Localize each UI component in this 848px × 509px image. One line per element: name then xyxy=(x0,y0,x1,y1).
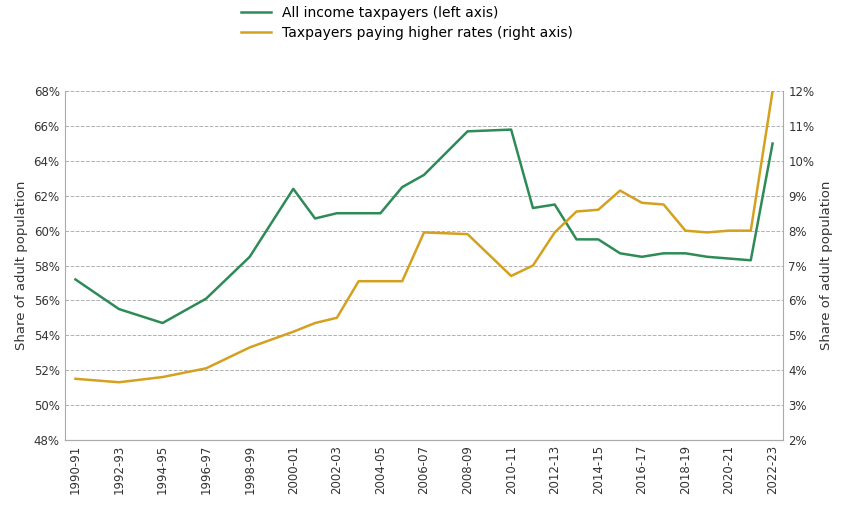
Taxpayers paying higher rates (right axis) xyxy=(158,374,168,380)
Taxpayers paying higher rates (right axis) xyxy=(70,376,81,382)
All income taxpayers (left axis) xyxy=(767,140,778,147)
All income taxpayers (left axis) xyxy=(397,184,407,190)
Taxpayers paying higher rates (right axis) xyxy=(288,329,298,335)
All income taxpayers (left axis) xyxy=(745,257,756,263)
All income taxpayers (left axis) xyxy=(680,250,690,257)
All income taxpayers (left axis) xyxy=(550,202,560,208)
All income taxpayers (left axis) xyxy=(376,210,386,216)
All income taxpayers (left axis) xyxy=(462,128,472,134)
Legend: All income taxpayers (left axis), Taxpayers paying higher rates (right axis): All income taxpayers (left axis), Taxpay… xyxy=(237,2,577,44)
All income taxpayers (left axis) xyxy=(288,186,298,192)
Taxpayers paying higher rates (right axis) xyxy=(767,88,778,94)
All income taxpayers (left axis) xyxy=(702,254,712,260)
All income taxpayers (left axis) xyxy=(244,254,254,260)
Taxpayers paying higher rates (right axis) xyxy=(462,231,472,237)
All income taxpayers (left axis) xyxy=(310,215,321,221)
Taxpayers paying higher rates (right axis) xyxy=(550,230,560,236)
Taxpayers paying higher rates (right axis) xyxy=(659,202,669,208)
Taxpayers paying higher rates (right axis) xyxy=(244,345,254,351)
Taxpayers paying higher rates (right axis) xyxy=(594,207,604,213)
All income taxpayers (left axis) xyxy=(637,254,647,260)
Taxpayers paying higher rates (right axis) xyxy=(572,209,582,215)
Taxpayers paying higher rates (right axis) xyxy=(527,263,538,269)
All income taxpayers (left axis) xyxy=(594,236,604,242)
Taxpayers paying higher rates (right axis) xyxy=(680,228,690,234)
All income taxpayers (left axis) xyxy=(572,236,582,242)
Taxpayers paying higher rates (right axis) xyxy=(745,228,756,234)
Taxpayers paying higher rates (right axis) xyxy=(397,278,407,284)
All income taxpayers (left axis) xyxy=(354,210,364,216)
Taxpayers paying higher rates (right axis) xyxy=(354,278,364,284)
Taxpayers paying higher rates (right axis) xyxy=(114,379,124,385)
All income taxpayers (left axis) xyxy=(724,256,734,262)
All income taxpayers (left axis) xyxy=(70,276,81,282)
Taxpayers paying higher rates (right axis) xyxy=(506,273,516,279)
All income taxpayers (left axis) xyxy=(527,205,538,211)
Taxpayers paying higher rates (right axis) xyxy=(376,278,386,284)
All income taxpayers (left axis) xyxy=(419,172,429,178)
Taxpayers paying higher rates (right axis) xyxy=(724,228,734,234)
Taxpayers paying higher rates (right axis) xyxy=(615,187,625,193)
Line: All income taxpayers (left axis): All income taxpayers (left axis) xyxy=(75,130,773,323)
Taxpayers paying higher rates (right axis) xyxy=(637,200,647,206)
All income taxpayers (left axis) xyxy=(114,306,124,312)
Taxpayers paying higher rates (right axis) xyxy=(419,230,429,236)
Taxpayers paying higher rates (right axis) xyxy=(702,230,712,236)
All income taxpayers (left axis) xyxy=(659,250,669,257)
All income taxpayers (left axis) xyxy=(615,250,625,257)
Y-axis label: Share of adult population: Share of adult population xyxy=(820,181,833,350)
Taxpayers paying higher rates (right axis) xyxy=(332,315,342,321)
Taxpayers paying higher rates (right axis) xyxy=(201,365,211,372)
Taxpayers paying higher rates (right axis) xyxy=(310,320,321,326)
All income taxpayers (left axis) xyxy=(332,210,342,216)
All income taxpayers (left axis) xyxy=(158,320,168,326)
Y-axis label: Share of adult population: Share of adult population xyxy=(15,181,28,350)
All income taxpayers (left axis) xyxy=(506,127,516,133)
All income taxpayers (left axis) xyxy=(201,296,211,302)
Line: Taxpayers paying higher rates (right axis): Taxpayers paying higher rates (right axi… xyxy=(75,91,773,382)
